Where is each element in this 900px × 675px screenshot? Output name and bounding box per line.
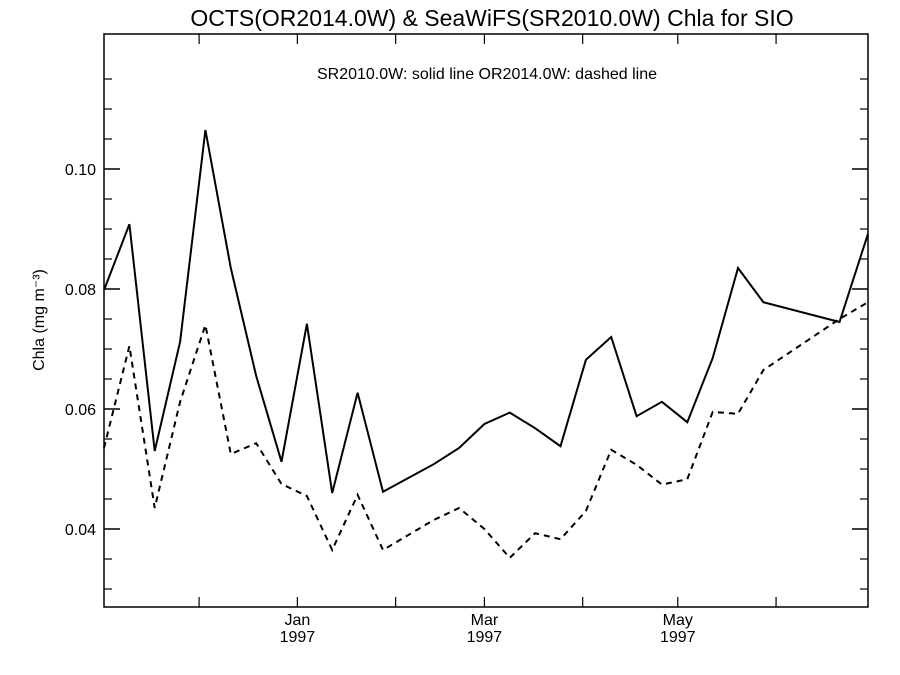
y-tick-label: 0.10 xyxy=(65,162,96,179)
chart-title: OCTS(OR2014.0W) & SeaWiFS(SR2010.0W) Chl… xyxy=(190,5,793,31)
x-tick-label-month: May xyxy=(663,612,693,629)
series-line-solid xyxy=(103,129,869,494)
x-tick-label-year: 1997 xyxy=(660,629,696,646)
y-tick-label: 0.08 xyxy=(65,282,96,299)
x-tick-label-month: Mar xyxy=(471,612,499,629)
x-tick-label-year: 1997 xyxy=(280,629,316,646)
plot-frame xyxy=(103,33,869,608)
y-tick-label: 0.06 xyxy=(65,402,96,419)
chart-annotation: SR2010.0W: solid line OR2014.0W: dashed … xyxy=(317,66,657,83)
x-tick-label-year: 1997 xyxy=(467,629,503,646)
series-group xyxy=(103,129,869,560)
y-tick-label: 0.04 xyxy=(65,522,96,539)
x-tick-label-month: Jan xyxy=(284,612,310,629)
y-axis-label: Chla (mg m⁻³) xyxy=(31,269,48,371)
series-line-dashed xyxy=(103,301,869,560)
